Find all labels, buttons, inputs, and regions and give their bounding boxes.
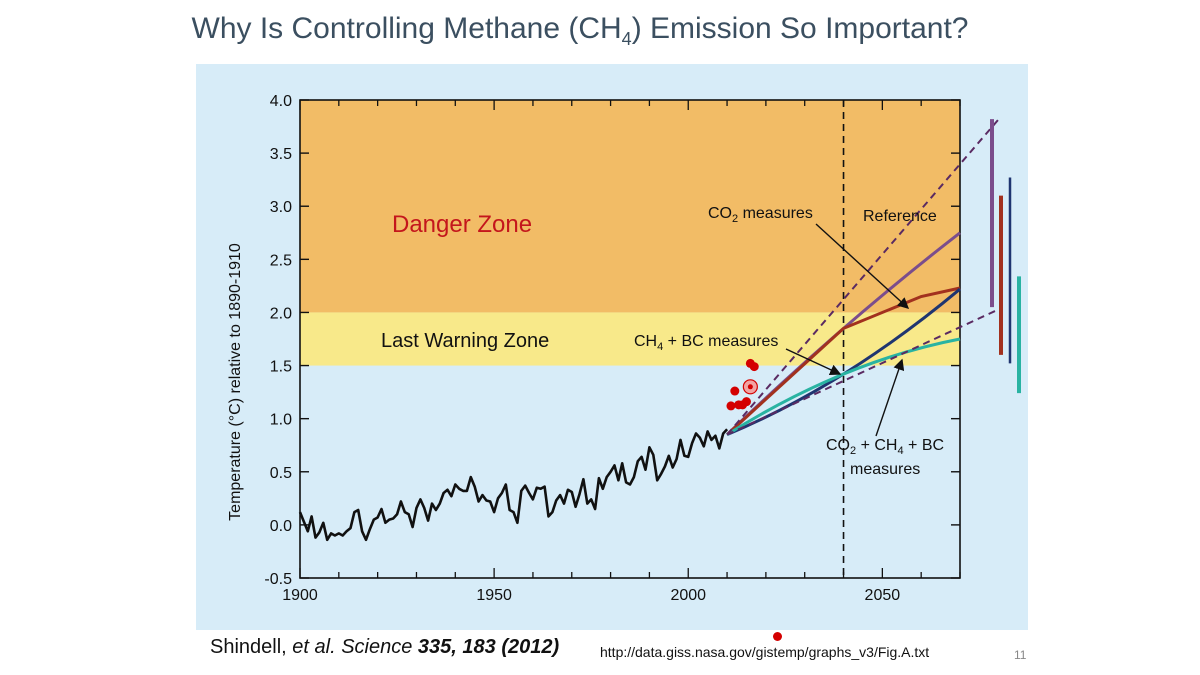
last-warning-zone-label: Last Warning Zone [381,330,549,352]
x-tick-label: 2050 [865,587,901,604]
co2-measures-line [726,286,961,436]
slide-title-end: ) Emission So Important? [631,12,969,45]
y-tick-label: 0.5 [270,465,292,482]
co2-leader-arrow [815,223,910,309]
citation-etal: et al. [292,636,336,658]
y-tick-label: 1.5 [270,359,292,376]
recent-temperature-point [749,362,759,372]
recent-temperature-point [741,397,751,407]
co2-measures-label: CO2 measures [708,205,813,225]
citation-author: Shindell, [210,636,287,658]
citation-journal: Science [341,636,413,658]
y-tick-label: 2.5 [270,252,292,269]
chart-panel: -0.5 0.0 0.5 1.0 1.5 2.0 2.5 3.0 3.5 4.0 1900 1950 2… [196,64,1028,630]
source-url[interactable]: http://data.giss.nasa.gov/gistemp/graphs… [600,644,930,660]
danger-zone-label: Danger Zone [392,211,532,238]
recent-temperature-point [730,386,740,396]
citation-volume: 335, 183 (2012) [417,636,560,658]
red-dot-marker [773,632,782,641]
combined-leader-arrow [875,358,905,437]
y-tick-label: 2.0 [270,305,292,322]
y-axis-label: Temperature (°C) relative to 1890-1910 [227,243,244,521]
citation: Shindell, et al. Science 335, 183 (2012) [210,636,559,659]
ch4-bc-measures-label: CH4 + BC measures [634,333,778,353]
lower-bound-line [726,308,1000,436]
x-tick-label: 1950 [476,587,512,604]
ch4-bc-leader-arrow [785,348,842,375]
y-tick-label: 0.0 [270,518,292,535]
co2-ch4-bc-measures-line [726,337,961,436]
y-tick-label: 3.5 [270,146,292,163]
observed-temperature-line [298,428,729,542]
x-tick-label: 1900 [282,587,318,604]
slide-title: Why Is Controlling Methane (CH4) Emissio… [0,12,1160,50]
combined-measures-label-line2: measures [850,461,920,478]
combined-measures-label: CO2 + CH4 + BC [826,437,944,457]
upper-bound-line [726,118,1000,436]
recent-temperature-point [726,401,736,411]
y-tick-label: 1.0 [270,412,292,429]
y-tick-label: 4.0 [270,93,292,110]
y-tick-label: -0.5 [264,571,292,588]
highlighted-point-center [747,384,753,390]
slide-title-text: Why Is Controlling Methane (CH [191,12,622,45]
y-tick-label: 3.0 [270,199,292,216]
slide-title-subscript: 4 [621,29,632,49]
reference-label: Reference [863,208,937,225]
temperature-chart: -0.5 0.0 0.5 1.0 1.5 2.0 2.5 3.0 3.5 4.0 1900 1950 2… [227,93,1021,604]
x-tick-label: 2000 [670,587,706,604]
danger-zone-band [300,100,960,313]
page-number: 11 [1014,648,1027,662]
